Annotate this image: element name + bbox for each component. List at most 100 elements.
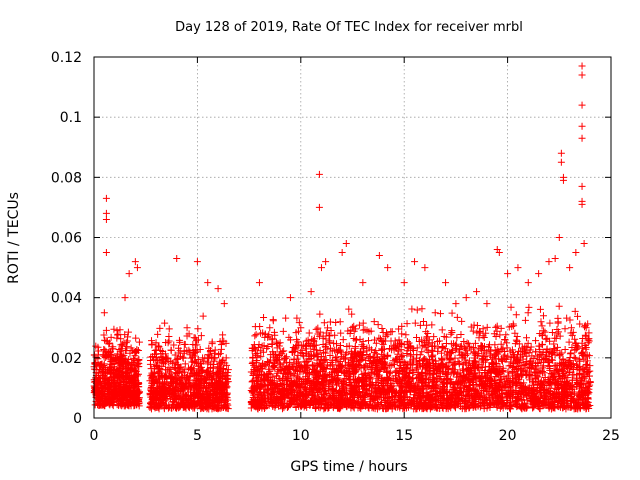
data-point bbox=[181, 390, 189, 398]
data-point bbox=[148, 383, 156, 391]
data-point bbox=[187, 354, 195, 362]
data-point bbox=[480, 334, 488, 342]
data-point bbox=[191, 357, 199, 365]
data-point bbox=[214, 363, 222, 371]
data-point bbox=[295, 319, 303, 327]
data-point bbox=[387, 328, 395, 336]
data-point bbox=[305, 329, 313, 337]
data-point bbox=[576, 320, 584, 328]
data-point bbox=[269, 317, 277, 325]
data-point bbox=[182, 399, 190, 407]
data-point bbox=[205, 344, 213, 352]
data-point bbox=[172, 391, 180, 399]
data-point bbox=[176, 338, 184, 346]
data-point bbox=[128, 361, 136, 369]
data-point bbox=[209, 403, 217, 411]
data-point bbox=[93, 386, 101, 394]
data-point bbox=[150, 368, 158, 376]
data-point bbox=[132, 367, 140, 375]
data-point bbox=[165, 325, 173, 333]
data-point bbox=[206, 364, 214, 372]
data-point bbox=[164, 381, 172, 389]
data-point bbox=[502, 331, 510, 339]
chart-title: Day 128 of 2019, Rate Of TEC Index for r… bbox=[175, 20, 523, 35]
data-point bbox=[135, 338, 143, 346]
data-point bbox=[541, 355, 549, 363]
data-point bbox=[374, 321, 382, 329]
data-point bbox=[117, 388, 125, 396]
data-point bbox=[177, 394, 185, 402]
data-point bbox=[149, 372, 157, 380]
data-point bbox=[216, 350, 224, 358]
data-point bbox=[525, 303, 533, 311]
data-point bbox=[211, 382, 219, 390]
data-point bbox=[123, 381, 131, 389]
data-point bbox=[222, 371, 230, 379]
data-point bbox=[116, 326, 124, 334]
data-point bbox=[132, 334, 140, 342]
data-point bbox=[312, 325, 320, 333]
data-point bbox=[457, 331, 465, 339]
data-point bbox=[205, 382, 213, 390]
data-point bbox=[208, 340, 216, 348]
data-point bbox=[100, 331, 108, 339]
data-point bbox=[399, 351, 407, 359]
data-point bbox=[214, 379, 222, 387]
data-point bbox=[168, 404, 176, 412]
data-point bbox=[133, 347, 141, 355]
data-point bbox=[282, 354, 290, 362]
data-point bbox=[213, 404, 221, 412]
data-point bbox=[192, 400, 200, 408]
data-point bbox=[326, 332, 334, 340]
data-point bbox=[99, 401, 107, 409]
data-point bbox=[170, 377, 178, 385]
data-point bbox=[131, 401, 139, 409]
data-point bbox=[103, 353, 111, 361]
data-point bbox=[398, 330, 406, 338]
data-point bbox=[180, 384, 188, 392]
data-point bbox=[375, 334, 383, 342]
data-point bbox=[202, 376, 210, 384]
data-point bbox=[403, 338, 411, 346]
data-point bbox=[167, 365, 175, 373]
data-point bbox=[118, 342, 126, 350]
data-point bbox=[188, 358, 196, 366]
data-point bbox=[326, 338, 334, 346]
data-point bbox=[408, 305, 416, 313]
data-point bbox=[561, 325, 569, 333]
data-point bbox=[149, 393, 157, 401]
data-point bbox=[179, 353, 187, 361]
data-point bbox=[159, 399, 167, 407]
data-point bbox=[107, 333, 115, 341]
data-point bbox=[177, 363, 185, 371]
data-point bbox=[194, 362, 202, 370]
data-point bbox=[197, 395, 205, 403]
data-point bbox=[523, 334, 531, 342]
data-point bbox=[345, 305, 353, 313]
data-point bbox=[205, 372, 213, 380]
data-point bbox=[440, 332, 448, 340]
data-point bbox=[192, 336, 200, 344]
data-point bbox=[121, 376, 129, 384]
data-point bbox=[112, 384, 120, 392]
data-point bbox=[370, 336, 378, 344]
data-point bbox=[95, 396, 103, 404]
data-point bbox=[152, 396, 160, 404]
data-point bbox=[183, 376, 191, 384]
data-point bbox=[126, 386, 134, 394]
data-point bbox=[122, 347, 130, 355]
data-point bbox=[128, 374, 136, 382]
data-point bbox=[199, 312, 207, 320]
data-point bbox=[121, 357, 129, 365]
data-point bbox=[561, 345, 569, 353]
data-point bbox=[223, 383, 231, 391]
data-point bbox=[190, 388, 198, 396]
data-point bbox=[223, 404, 231, 412]
data-point bbox=[168, 379, 176, 387]
data-point bbox=[219, 365, 227, 373]
data-point bbox=[159, 380, 167, 388]
data-point bbox=[222, 382, 230, 390]
data-point bbox=[114, 373, 122, 381]
data-point bbox=[189, 381, 197, 389]
data-point bbox=[117, 335, 125, 343]
